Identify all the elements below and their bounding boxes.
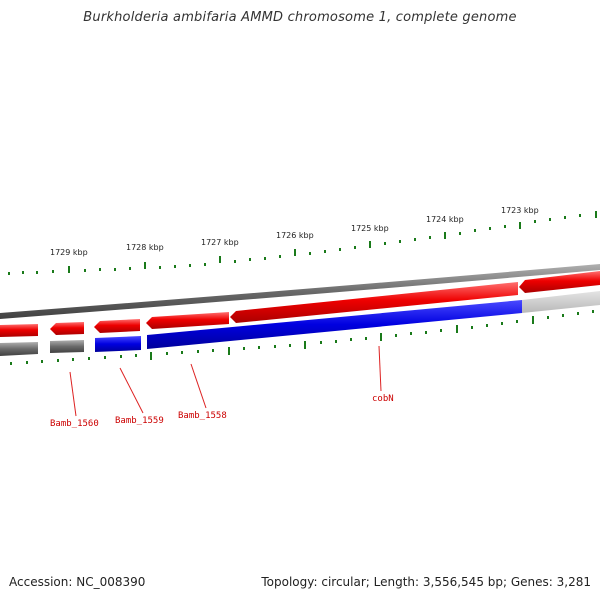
scale-label: 1726 kbp xyxy=(276,231,314,240)
forward-gene[interactable] xyxy=(94,319,140,333)
forward-gene[interactable] xyxy=(230,282,518,323)
forward-gene[interactable] xyxy=(519,271,600,293)
scale-label: 1727 kbp xyxy=(201,238,239,247)
forward-gene[interactable] xyxy=(146,312,229,329)
reverse-gene[interactable] xyxy=(95,336,141,352)
map-title: Burkholderia ambifaria AMMD chromosome 1… xyxy=(83,10,517,25)
scale-labels: 1729 kbp 1728 kbp 1727 kbp 1726 kbp 1725… xyxy=(50,206,539,257)
reverse-gene[interactable] xyxy=(522,291,600,313)
reverse-gene[interactable] xyxy=(0,342,38,356)
reverse-strand-track xyxy=(0,291,600,356)
gene-label-cobn[interactable]: cobN xyxy=(372,394,394,404)
inner-tick-track xyxy=(10,310,594,365)
scale-label: 1728 kbp xyxy=(126,243,164,252)
gene-leaders xyxy=(69,345,382,417)
forward-gene[interactable] xyxy=(0,324,38,337)
reverse-gene[interactable] xyxy=(147,300,522,349)
reverse-gene[interactable] xyxy=(50,340,84,353)
scale-label: 1724 kbp xyxy=(426,215,464,224)
forward-strand-track xyxy=(0,271,600,337)
scale-label: 1729 kbp xyxy=(50,248,88,257)
accession-text: Accession: NC_008390 xyxy=(9,575,146,589)
forward-gene[interactable] xyxy=(50,322,84,335)
genome-summary-text: Topology: circular; Length: 3,556,545 bp… xyxy=(261,575,591,589)
scale-label: 1725 kbp xyxy=(351,224,389,233)
gene-label-bamb-1559[interactable]: Bamb_1559 xyxy=(115,416,164,426)
outer-tick-track xyxy=(8,211,597,275)
gene-label-bamb-1558[interactable]: Bamb_1558 xyxy=(178,411,227,421)
scale-label: 1723 kbp xyxy=(501,206,539,215)
gene-label-bamb-1560[interactable]: Bamb_1560 xyxy=(50,419,99,429)
backbone-ring xyxy=(0,264,600,319)
gene-labels: Bamb_1560 Bamb_1559 Bamb_1558 cobN xyxy=(50,394,394,429)
